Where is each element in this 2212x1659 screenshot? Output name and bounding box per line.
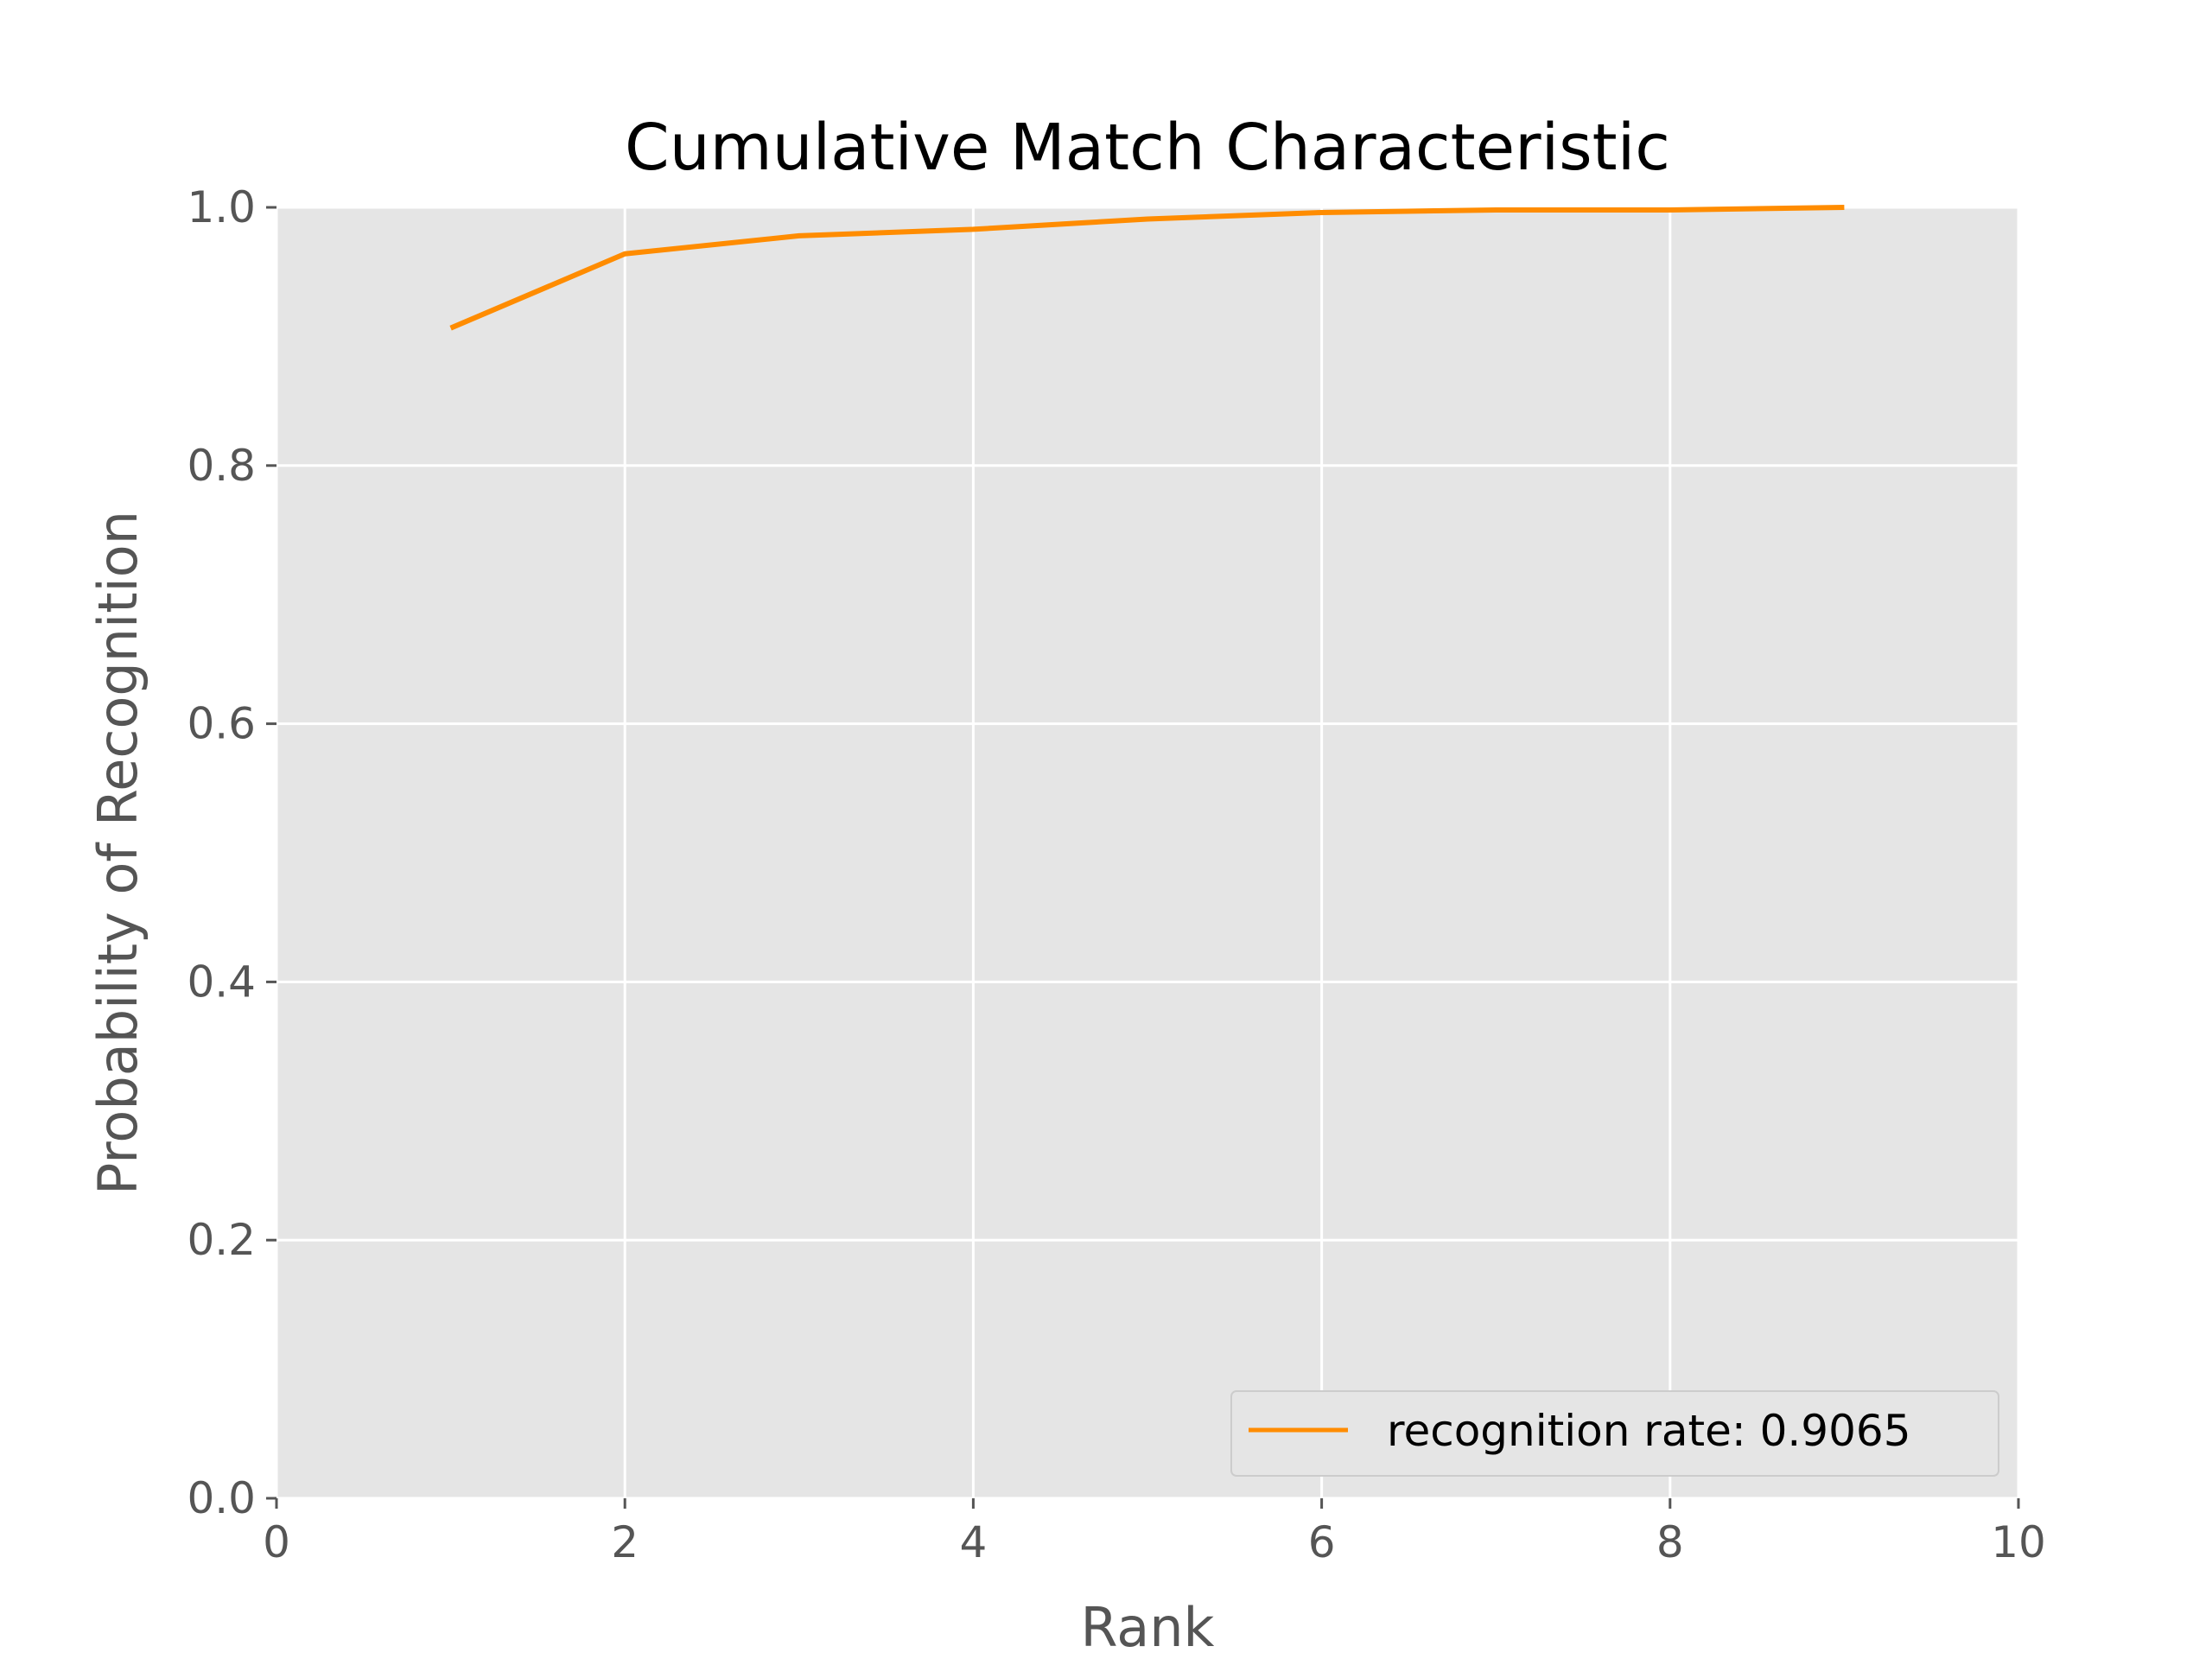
y-tick-label: 0.6: [187, 699, 256, 749]
x-axis-label: Rank: [1081, 1596, 1215, 1659]
x-tick-label: 0: [263, 1517, 290, 1567]
y-tick-label: 0.8: [187, 441, 256, 491]
x-tick-label: 10: [1991, 1517, 2046, 1567]
series-layer: [449, 205, 1845, 331]
series-line: [449, 205, 1845, 331]
x-tick-label: 4: [959, 1517, 987, 1567]
y-tick-label: 0.4: [187, 957, 256, 1007]
axis-ticks: 0 2 4 6 8 10 0.0 0.2 0.4 0.6 0.8 1.0: [187, 182, 2045, 1567]
legend-box: [1230, 1390, 1999, 1477]
x-tick-label: 2: [611, 1517, 639, 1567]
legend-label: recognition rate: 0.9065: [1387, 1406, 1911, 1456]
y-tick-label: 0.0: [187, 1473, 256, 1523]
plot-area: [276, 207, 2018, 1498]
y-tick-label: 0.2: [187, 1215, 256, 1265]
y-axis-label: Probability of Recognition: [86, 511, 149, 1195]
y-tick-label: 1.0: [187, 182, 256, 232]
grid-lines: [275, 206, 2020, 1500]
legend: recognition rate: 0.9065: [1230, 1390, 1999, 1477]
x-tick-label: 8: [1656, 1517, 1684, 1567]
chart-title: Cumulative Match Characteristic: [625, 111, 1670, 185]
x-tick-label: 6: [1308, 1517, 1336, 1567]
